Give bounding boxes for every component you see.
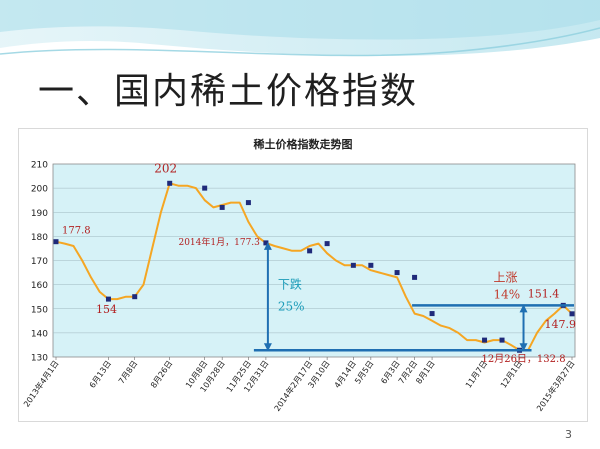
header-wave-mid [0, 0, 600, 40]
x-tick-label: 7月8日 [117, 359, 139, 386]
data-point-marker [499, 337, 505, 343]
y-tick-label: 180 [31, 233, 48, 243]
value-label: 202 [154, 161, 177, 175]
y-axis-tick-labels: 130 140 150 160 170 180 190 200 210 [31, 161, 48, 364]
value-label: 12月26日，132.8 [481, 353, 565, 365]
value-label: 154 [96, 303, 117, 316]
slide-title: 一、国内稀土价格指数 [38, 71, 419, 112]
header-wave-line [0, 27, 600, 57]
y-tick-label: 130 [31, 354, 48, 364]
x-axis-tick-labels: 2013年4月1日 6月13日 7月8日 8月26日 10月8日10月28日11月25日… [21, 357, 577, 413]
data-point-marker [482, 337, 488, 343]
data-point-marker [132, 294, 138, 300]
data-point-marker [202, 185, 208, 191]
y-tick-label: 170 [31, 257, 48, 267]
value-label-layer: 177.8 154 202 2014年1月，177.3 151.4 147.9 12月26日… [62, 161, 576, 365]
data-point-marker [245, 200, 251, 206]
drop-label: 下跌 [278, 277, 302, 292]
marker-layer [53, 180, 575, 353]
data-point-marker [219, 204, 225, 210]
value-label: 151.4 [528, 287, 560, 300]
y-tick-label: 140 [31, 329, 48, 339]
data-point-marker [263, 240, 269, 246]
x-tick-label: 4月14日 [333, 359, 358, 390]
x-tick-label: 8月26日 [149, 359, 174, 390]
data-point-marker [350, 262, 356, 268]
chart-title: 稀土价格指数走势图 [254, 137, 353, 151]
data-point-marker [412, 274, 418, 280]
data-point-marker [307, 248, 313, 254]
x-tick-label: 2013年4月1日 [21, 358, 60, 408]
value-label: 147.9 [545, 318, 577, 331]
page-number: 3 [565, 428, 572, 441]
x-tick-label: 8月1日 [414, 359, 436, 386]
y-tick-label: 200 [31, 185, 48, 195]
data-point-marker [394, 270, 400, 276]
x-tick-label: 2015年3月27日 [534, 358, 576, 413]
y-tick-label: 150 [31, 305, 48, 315]
annotation-layer: 下跌 25% 上涨 14% [253, 241, 574, 352]
x-tick-label: 5月5日 [353, 359, 375, 386]
value-label: 177.8 [62, 226, 91, 237]
drop-arrow-head-top [263, 241, 272, 250]
chart-container: 稀土价格指数走势图 130 140 150 160 170 180 190 200 210 20… [18, 128, 588, 422]
data-point-marker [569, 311, 575, 317]
rare-earth-price-index-chart: 稀土价格指数走势图 130 140 150 160 170 180 190 200 210 20… [21, 137, 577, 413]
rise-label: 上涨 [494, 269, 518, 284]
y-tick-label: 210 [31, 161, 48, 171]
data-point-marker [167, 180, 173, 186]
grid-lines [53, 187, 575, 334]
drop-arrow-head-bottom [263, 343, 272, 352]
rise-percent: 14% [494, 287, 521, 301]
y-tick-label: 160 [31, 281, 48, 291]
x-tick-label: 6月13日 [88, 359, 113, 390]
data-point-marker [53, 239, 59, 245]
data-point-marker [429, 311, 435, 317]
y-tick-label: 190 [31, 209, 48, 219]
value-label: 2014年1月，177.3 [178, 236, 260, 248]
data-point-marker [324, 241, 330, 247]
data-point-marker [368, 262, 374, 268]
rise-arrow-head-bottom [519, 343, 528, 352]
rise-arrow-head-top [519, 304, 528, 313]
data-point-marker [105, 296, 111, 302]
drop-percent: 25% [278, 299, 305, 313]
